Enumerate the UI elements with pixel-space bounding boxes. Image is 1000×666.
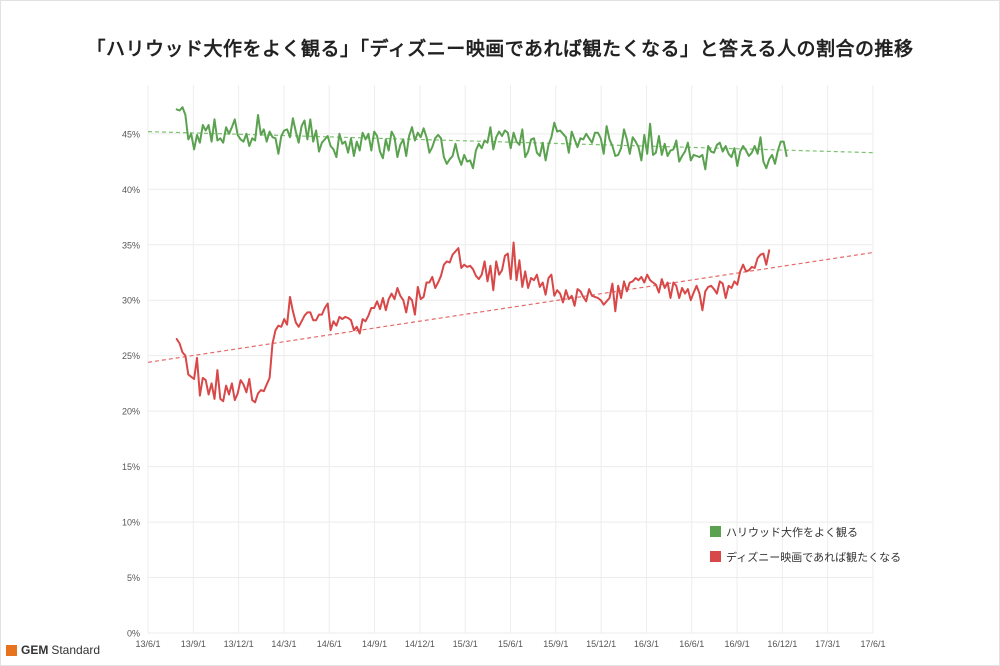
x-tick-label: 16/12/1 <box>767 639 797 649</box>
y-tick-label: 40% <box>122 185 140 195</box>
x-axis: 13/6/1 13/9/1 13/12/1 14/3/1 14/6/1 14/9/1 14/… <box>135 639 885 649</box>
y-tick-label: 30% <box>122 296 140 306</box>
y-tick-label: 20% <box>122 407 140 417</box>
y-tick-label: 25% <box>122 351 140 361</box>
x-tick-label: 15/9/1 <box>543 639 568 649</box>
x-tick-label: 14/3/1 <box>271 639 296 649</box>
x-tick-label: 13/12/1 <box>224 639 254 649</box>
legend-label: ハリウッド大作をよく観る <box>726 525 858 539</box>
brand-name: Standard <box>51 643 101 657</box>
legend-label: ディズニー映画であれば観たくなる <box>726 550 901 564</box>
y-tick-label: 10% <box>122 518 140 528</box>
x-tick-label: 15/6/1 <box>498 639 523 649</box>
grid-lines <box>147 85 874 634</box>
y-tick-label: 35% <box>122 240 140 250</box>
x-tick-label: 17/6/1 <box>860 639 885 649</box>
y-tick-label: 15% <box>122 462 140 472</box>
legend-swatch <box>710 551 721 562</box>
x-tick-label: 16/3/1 <box>634 639 659 649</box>
y-axis: 0% 5% 10% 15% 20% 25% 30% 35% 40% 45% <box>122 129 140 638</box>
brand-mark-icon <box>6 644 17 656</box>
x-tick-label: 16/6/1 <box>679 639 704 649</box>
trendline <box>147 251 874 363</box>
series-line <box>175 241 771 404</box>
y-tick-label: 45% <box>122 129 140 139</box>
brand-logo-text: GEM <box>21 643 49 657</box>
y-tick-label: 0% <box>127 629 140 639</box>
x-tick-label: 17/3/1 <box>815 639 840 649</box>
x-tick-label: 14/6/1 <box>317 639 342 649</box>
x-tick-label: 14/12/1 <box>405 639 435 649</box>
x-tick-label: 15/12/1 <box>586 639 616 649</box>
y-tick-label: 5% <box>127 573 140 583</box>
chart-title: 「ハリウッド大作をよく観る」「ディズニー映画であれば観たくなる」と答える人の割合… <box>86 38 914 60</box>
series-line <box>175 106 788 171</box>
x-tick-label: 13/6/1 <box>135 639 160 649</box>
x-tick-label: 14/9/1 <box>362 639 387 649</box>
x-tick-label: 15/3/1 <box>453 639 478 649</box>
legend-swatch <box>710 526 721 537</box>
x-tick-label: 13/9/1 <box>181 639 206 649</box>
series-lines <box>175 106 788 404</box>
brand-logo: GEM Standard <box>6 643 100 657</box>
x-tick-label: 16/9/1 <box>725 639 750 649</box>
